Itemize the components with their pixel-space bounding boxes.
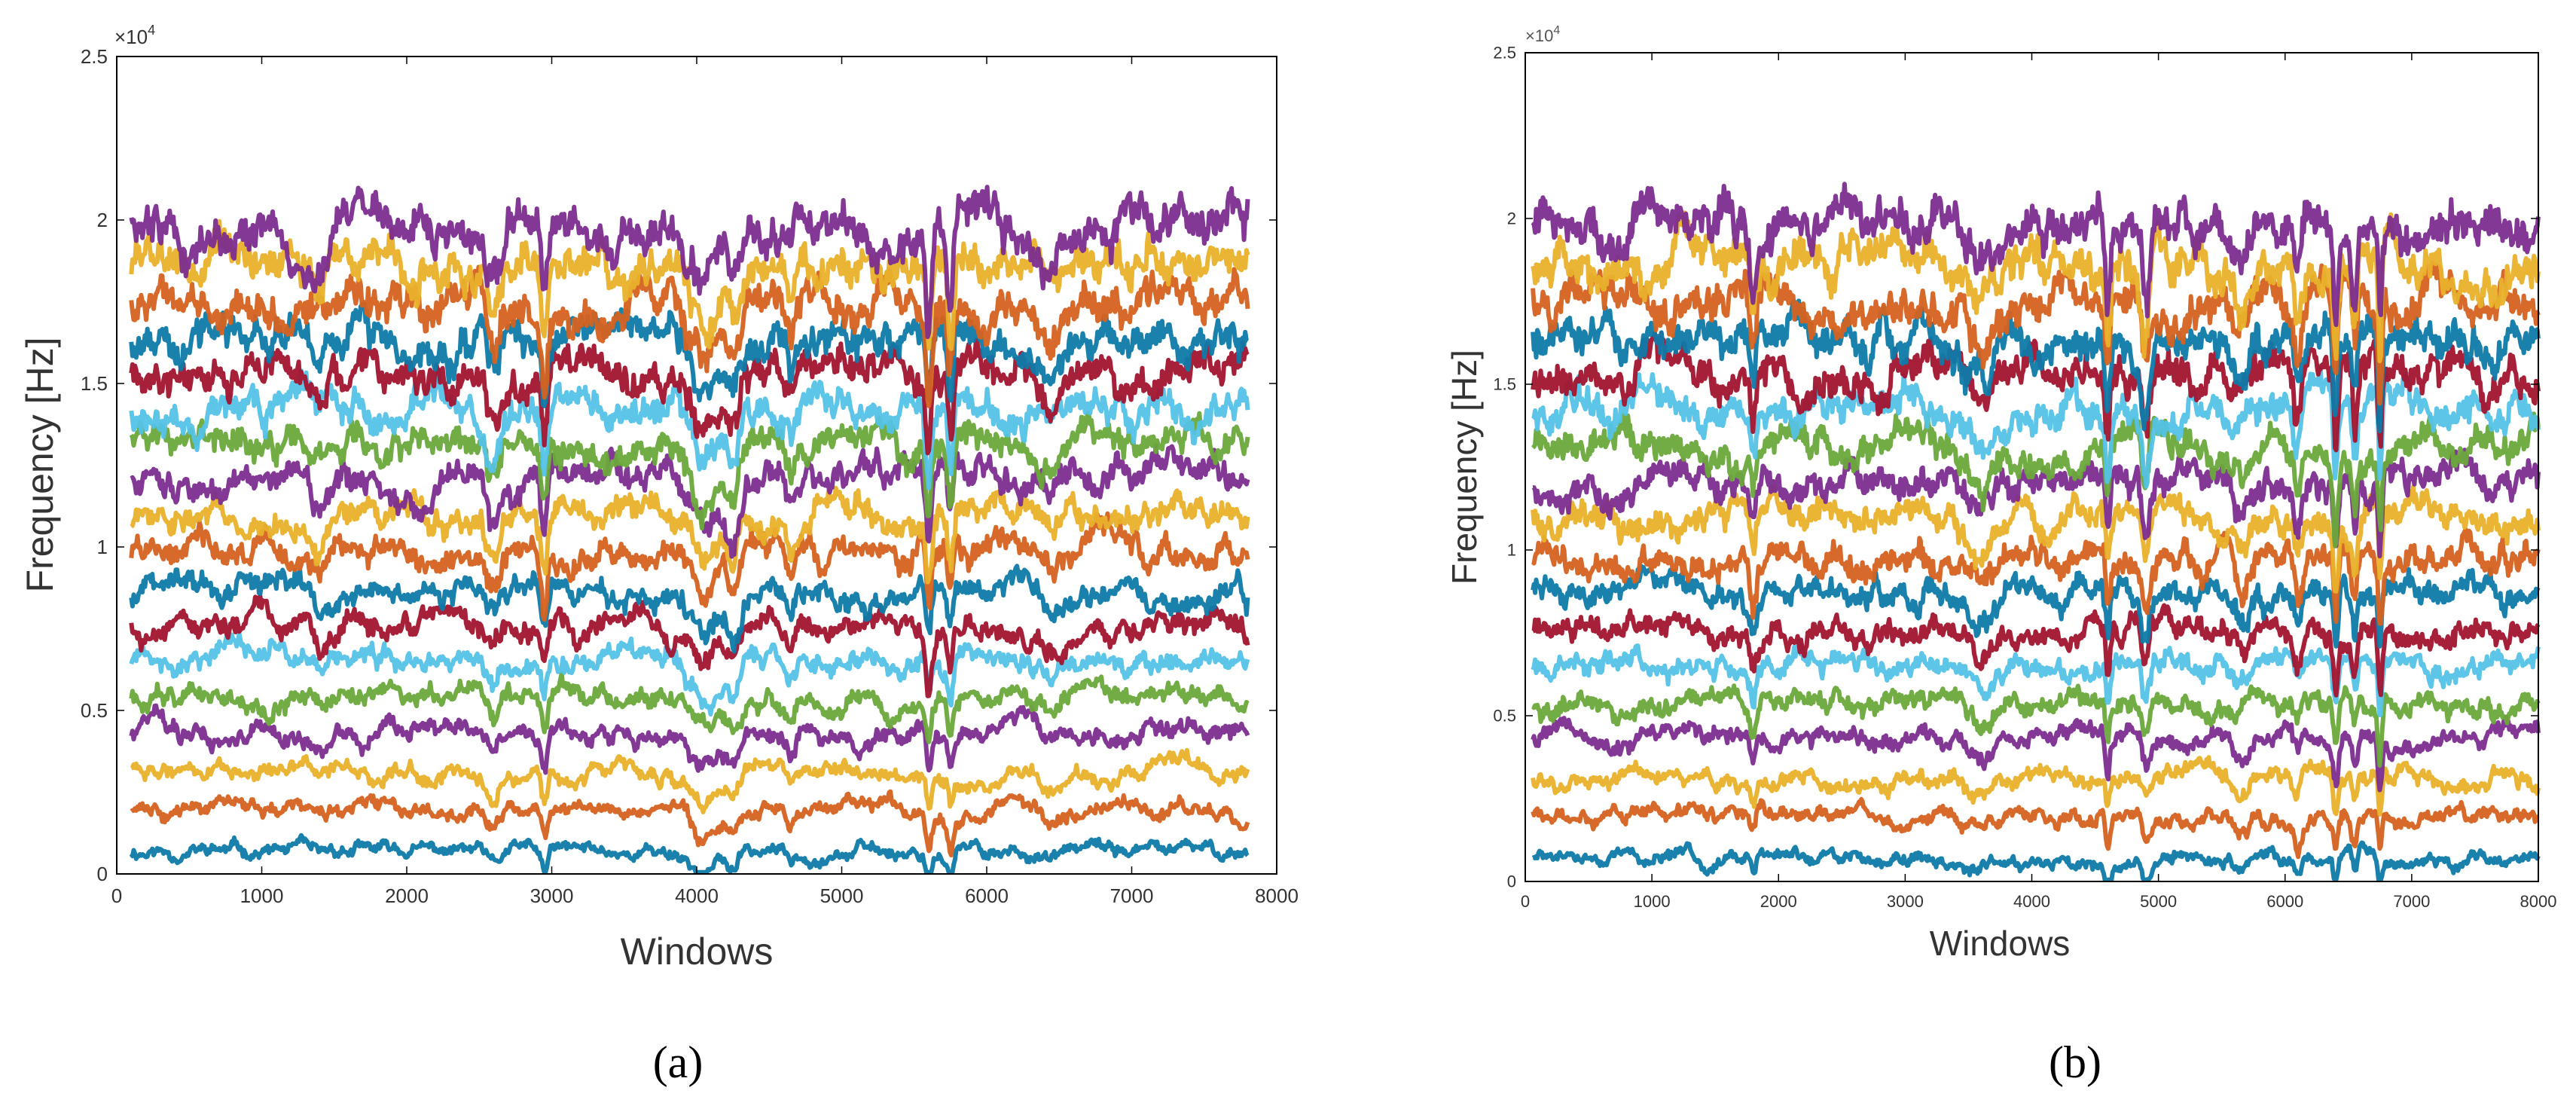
y-exponent-b: ×104 (1525, 24, 1560, 45)
panel-label-a: (a) (653, 1037, 704, 1087)
x-tick-label: 5000 (2140, 892, 2177, 911)
series-line (129, 264, 1250, 408)
series-line (129, 703, 1250, 775)
panel-label-b: (b) (2049, 1037, 2101, 1087)
y-tick-label: 2 (1507, 209, 1516, 228)
x-tick-label: 4000 (675, 884, 719, 907)
x-ticks-a: 0 1000 2000 3000 4000 5000 6000 7000 8000 (111, 57, 1299, 907)
series-line (1531, 210, 2541, 364)
series-line (1531, 638, 2541, 717)
y-tick-label: 0 (97, 863, 108, 885)
y-axis-label-b: Frequency [Hz] (1445, 350, 1484, 585)
x-tick-label: 2000 (1760, 892, 1797, 911)
x-tick-label: 8000 (1255, 884, 1299, 907)
series-line (1531, 363, 2541, 489)
series-line (129, 411, 1250, 531)
x-tick-label: 5000 (820, 884, 864, 907)
series-line (129, 594, 1250, 698)
y-tick-label: 0.5 (81, 699, 108, 722)
series-line (129, 564, 1250, 654)
series-line (129, 185, 1250, 340)
y-tick-label: 0.5 (1493, 707, 1516, 726)
series-line (1531, 260, 2541, 406)
x-tick-label: 2000 (385, 884, 429, 907)
series-line (1531, 796, 2540, 860)
series-line (1531, 714, 2541, 793)
series-line (1531, 840, 2541, 882)
series-line (1531, 330, 2541, 453)
x-tick-label: 3000 (1887, 892, 1924, 911)
chart-panel-b: 0 0.5 1 1.5 2 2.5 0 1000 2000 3000 4000 5000 6000 70… (1445, 24, 2556, 1087)
y-tick-label: 2 (97, 209, 108, 231)
x-tick-label: 1000 (240, 884, 284, 907)
x-tick-label: 0 (111, 884, 122, 907)
y-tick-label: 1.5 (81, 372, 108, 395)
x-tick-label: 7000 (1110, 884, 1154, 907)
x-tick-label: 4000 (2013, 892, 2050, 911)
series-line (129, 301, 1249, 408)
series-line (129, 631, 1250, 717)
series-line (1531, 755, 2541, 817)
y-axis-label-a: Frequency [Hz] (19, 337, 61, 592)
y-tick-label: 2.5 (1493, 44, 1516, 63)
series-line (1531, 527, 2541, 626)
series-line (129, 368, 1250, 490)
x-tick-label: 1000 (1634, 892, 1671, 911)
series-line (129, 338, 1250, 456)
series-line (1531, 448, 2541, 559)
series-line (130, 747, 1250, 814)
series-line (1531, 603, 2541, 698)
x-tick-label: 6000 (2266, 892, 2303, 911)
chart-panel-a: 0 0.5 1 1.5 2 2.5 0 1000 2000 3000 4000 5000 6000 70… (19, 23, 1299, 1087)
y-tick-label: 1 (97, 536, 108, 558)
series-line (1531, 298, 2541, 434)
x-tick-label: 8000 (2520, 892, 2557, 911)
series-line (129, 671, 1250, 744)
series-group-a (129, 185, 1250, 875)
x-ticks-b: 0 1000 2000 3000 4000 5000 6000 7000 8000 (1521, 53, 2557, 911)
x-tick-label: 6000 (965, 884, 1009, 907)
series-line (130, 443, 1250, 559)
x-tick-label: 0 (1521, 892, 1530, 911)
series-line (1531, 182, 2541, 328)
y-tick-label: 1 (1507, 541, 1516, 560)
x-tick-label: 7000 (2393, 892, 2430, 911)
series-line (1531, 564, 2541, 649)
series-line (1531, 683, 2541, 768)
series-group-b (1531, 182, 2541, 882)
series-line (130, 485, 1250, 585)
x-tick-label: 3000 (530, 884, 574, 907)
y-ticks-a: 0 0.5 1 1.5 2 2.5 (81, 45, 1277, 885)
series-line (130, 789, 1250, 858)
x-axis-label-a: Windows (621, 930, 774, 973)
y-exponent-a: ×104 (114, 23, 155, 48)
x-axis-label-b: Windows (1930, 924, 2071, 963)
series-line (129, 832, 1250, 875)
y-tick-label: 0 (1507, 872, 1516, 891)
series-line (1531, 411, 2541, 548)
y-ticks-b: 0 0.5 1 1.5 2 2.5 (1493, 44, 2538, 891)
y-tick-label: 2.5 (81, 45, 108, 68)
y-tick-label: 1.5 (1493, 375, 1516, 394)
